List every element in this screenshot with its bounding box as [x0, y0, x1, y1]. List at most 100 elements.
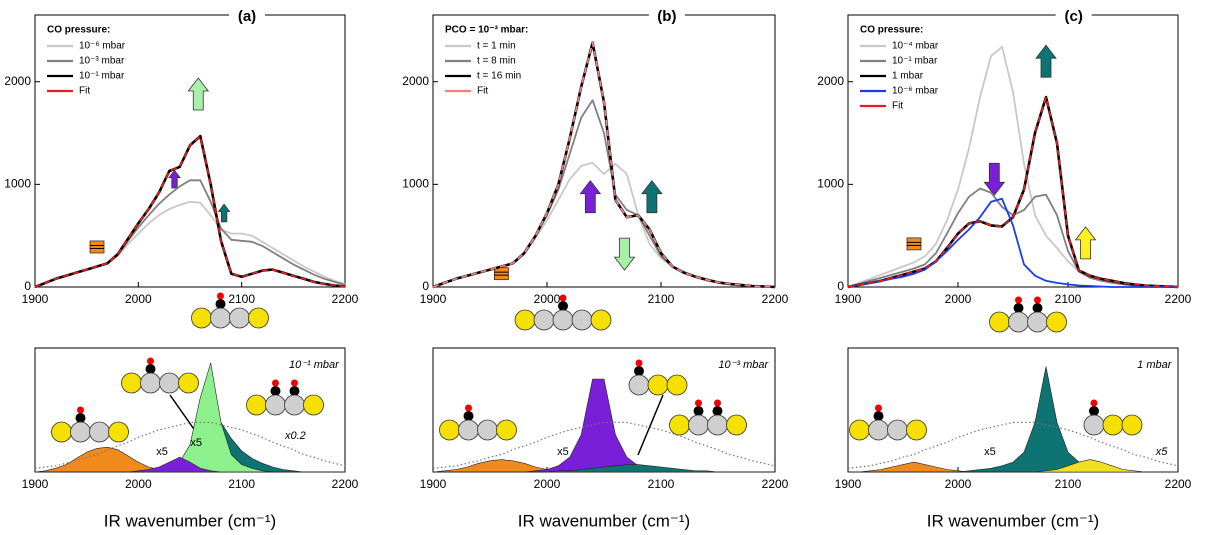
panel-label: (a): [238, 8, 256, 25]
co-carbon: [215, 299, 226, 309]
atom: [571, 309, 593, 331]
x-tick-label: 1900: [835, 477, 862, 491]
annotation: x5: [156, 446, 168, 458]
co-oxygen: [695, 399, 702, 407]
spectrum-line: [847, 95, 1179, 289]
x-tick-label: 2100: [648, 292, 675, 306]
atom: [477, 419, 498, 441]
x-tick-label: 2200: [762, 292, 789, 306]
annotation: x5: [557, 446, 569, 458]
atom: [1121, 414, 1143, 436]
arrow: [983, 162, 1006, 196]
atom: [178, 372, 199, 394]
spectrum-line: [432, 99, 776, 288]
label-bg: [648, 8, 685, 24]
atom: [496, 419, 517, 441]
component: [847, 459, 1179, 473]
annotation: 10⁻¹ mbar: [289, 359, 340, 371]
legend-label: 10⁻⁶ mbar: [79, 41, 126, 52]
co-oxygen: [147, 357, 154, 365]
co-carbon: [75, 413, 86, 423]
co-oxygen: [291, 379, 298, 387]
plot-frame: [34, 14, 346, 288]
atom: [669, 414, 690, 436]
component: [34, 421, 346, 469]
label-bg: [229, 8, 265, 24]
co-carbon: [463, 411, 474, 421]
x-tick-label: 2200: [1165, 477, 1192, 491]
atom: [1008, 311, 1029, 333]
x-tick-label: 2000: [125, 477, 152, 491]
atom: [849, 419, 870, 441]
co-oxygen: [1090, 399, 1098, 407]
y-tick-label: 2000: [402, 74, 429, 88]
legend-label: Fit: [892, 101, 903, 112]
co-oxygen: [559, 294, 567, 302]
x-tick-label: 2100: [1055, 292, 1082, 306]
atom: [159, 372, 180, 394]
co-carbon: [693, 406, 704, 416]
x-tick-label: 2000: [125, 292, 152, 306]
x-tick-label: 2000: [534, 292, 561, 306]
atom: [439, 419, 460, 441]
marker-box: [493, 267, 509, 281]
annotation: 10⁻³ mbar: [718, 359, 769, 371]
atom: [887, 419, 908, 441]
x-tick-label: 2100: [228, 292, 255, 306]
atom: [1027, 311, 1048, 333]
x-tick-label: 1900: [420, 292, 447, 306]
atom: [1083, 414, 1105, 436]
y-tick-label: 0: [422, 279, 429, 293]
co-carbon: [289, 386, 300, 396]
spectrum-line: [847, 197, 1178, 288]
panel-label: (b): [657, 8, 676, 25]
spectrum-line: [847, 45, 1178, 288]
x-tick-label: 1900: [22, 477, 49, 491]
pointer: [637, 394, 664, 456]
co-oxygen: [635, 359, 643, 367]
legend-label: 1 mbar: [892, 71, 924, 82]
co-carbon: [145, 364, 156, 374]
y-tick-label: 2000: [817, 74, 844, 88]
spectrum-line: [432, 41, 776, 288]
co-oxygen: [1015, 296, 1022, 304]
arrow: [579, 180, 602, 214]
marker-box: [906, 237, 922, 251]
x-tick-label: 2100: [648, 477, 675, 491]
co-carbon: [712, 406, 723, 416]
atom: [868, 419, 889, 441]
legend-label: 10⁻⁴ mbar: [892, 41, 939, 52]
x-axis-label: IR wavenumber (cm⁻¹): [518, 511, 690, 530]
x-tick-label: 2200: [332, 292, 359, 306]
arrow: [1074, 226, 1097, 260]
atom: [590, 309, 612, 331]
atom: [726, 414, 747, 436]
co-carbon: [634, 366, 644, 376]
atom: [647, 374, 669, 396]
legend-label: 10⁻³ mbar: [79, 56, 125, 67]
atom: [51, 421, 72, 443]
label-bg: [1055, 8, 1092, 24]
arrow: [613, 237, 636, 271]
legend-label: t = 1 min: [477, 41, 516, 52]
atom: [458, 419, 479, 441]
atom: [666, 374, 688, 396]
arrow: [641, 180, 663, 214]
x-tick-label: 2200: [762, 477, 789, 491]
legend-label: t = 8 min: [477, 56, 516, 67]
atom: [108, 421, 129, 443]
legend-title: CO pressure:: [47, 25, 110, 36]
panel-label: (c): [1065, 8, 1083, 25]
annotation: 1 mbar: [1137, 359, 1173, 371]
component: [847, 421, 1179, 469]
x-tick-label: 2200: [332, 477, 359, 491]
atom: [303, 394, 324, 416]
atom: [906, 419, 927, 441]
co-carbon: [270, 386, 281, 396]
co-oxygen: [1034, 296, 1041, 304]
x-axis-label: IR wavenumber (cm⁻¹): [104, 511, 276, 530]
x-tick-label: 2000: [534, 477, 561, 491]
co-oxygen: [272, 379, 279, 387]
y-tick-label: 2000: [4, 74, 31, 88]
